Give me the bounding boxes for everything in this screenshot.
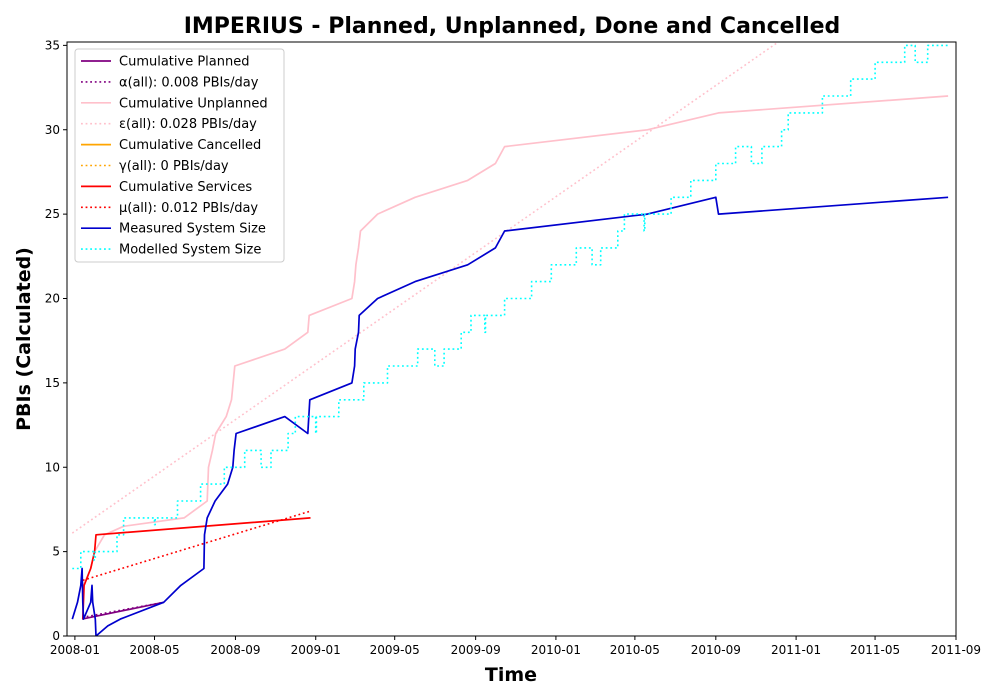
x-tick-label: 2008-01 [50,643,100,657]
legend-label-cumulative-planned: Cumulative Planned [119,55,249,70]
series-line-all-0-012-pbis-day [82,510,311,582]
plot-frame [66,41,957,637]
series-line-all-0-028-pbis-day [71,42,779,534]
y-tick-label: 5 [52,545,60,559]
legend-label-all-0-pbis-day: γ(all): 0 PBIs/day [119,159,229,174]
y-tick-label: 15 [45,376,60,390]
x-tick-label: 2010-01 [531,643,581,657]
x-tick-label: 2010-05 [610,643,660,657]
plot-area [71,42,949,636]
series-line-measured-system-size [71,196,949,636]
y-axis-title: PBIs (Calculated) [13,247,35,431]
legend-label-modelled-system-size: Modelled System Size [119,243,261,258]
series-line-all-0-008-pbis-day [81,601,164,619]
legend: Cumulative Planned α(all): 0.008 PBIs/day… [74,48,285,263]
legend-label-cumulative-services: Cumulative Services [119,180,252,195]
x-axis-title: Time [485,664,537,686]
y-tick-label: 10 [45,460,60,474]
legend-label-cumulative-unplanned: Cumulative Unplanned [119,96,268,111]
y-tick-label: 0 [52,629,60,643]
x-tick-label: 2008-09 [210,643,260,657]
y-tick-label: 35 [45,38,60,52]
x-tick-label: 2010-09 [691,643,741,657]
legend-label-all-0-028-pbis-day: ε(all): 0.028 PBIs/day [119,117,257,132]
y-tick-label: 30 [45,123,60,137]
legend-label-cumulative-cancelled: Cumulative Cancelled [119,138,261,153]
x-tick-label: 2011-09 [931,643,981,657]
series-line-cumulative-services [81,517,311,620]
chart-title: IMPERIUS - Planned, Unplanned, Done and … [184,14,841,39]
x-tick-label: 2009-09 [451,643,501,657]
series-line-cumulative-unplanned [81,95,949,620]
y-tick-label: 20 [45,292,60,306]
x-tick-label: 2008-05 [129,643,179,657]
x-tick-label: 2011-01 [771,643,821,657]
legend-label-measured-system-size: Measured System Size [119,222,266,237]
legend-box [74,48,285,263]
x-tick-label: 2011-05 [850,643,900,657]
x-tick-label: 2009-01 [291,643,341,657]
x-tick-label: 2009-05 [370,643,420,657]
series-line-modelled-system-size [72,44,949,570]
legend-label-all-0-012-pbis-day: μ(all): 0.012 PBIs/day [119,201,258,216]
y-tick-label: 25 [45,207,60,221]
legend-label-all-0-008-pbis-day: α(all): 0.008 PBIs/day [119,75,259,90]
axes: 2008-01 2008-05 2008-09 2009-01 2009-05 2009-… [45,38,981,657]
